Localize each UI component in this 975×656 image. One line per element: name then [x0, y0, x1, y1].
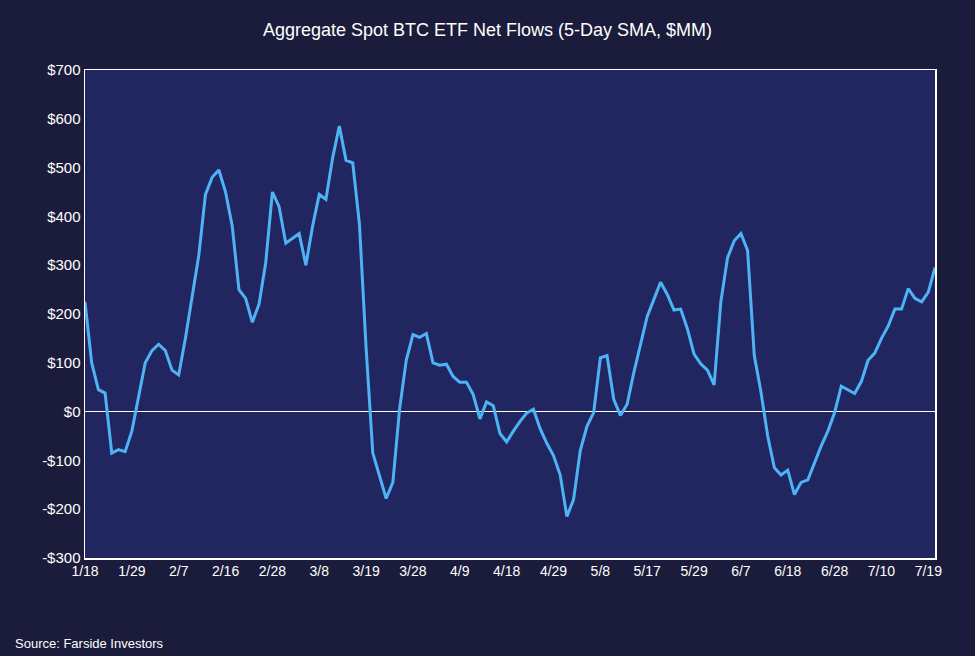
svg-text:6/28: 6/28: [821, 563, 848, 579]
svg-text:5/8: 5/8: [591, 563, 611, 579]
svg-text:$100: $100: [47, 354, 80, 371]
svg-text:$300: $300: [47, 256, 80, 273]
svg-text:-$100: -$100: [42, 452, 80, 469]
svg-text:-$300: -$300: [42, 549, 80, 566]
svg-text:$700: $700: [47, 61, 80, 78]
svg-text:6/18: 6/18: [774, 563, 801, 579]
svg-text:3/19: 3/19: [352, 563, 379, 579]
svg-text:3/8: 3/8: [310, 563, 330, 579]
svg-text:3/28: 3/28: [399, 563, 426, 579]
svg-text:5/17: 5/17: [634, 563, 661, 579]
svg-text:$400: $400: [47, 208, 80, 225]
svg-text:$600: $600: [47, 110, 80, 127]
svg-text:1/18: 1/18: [71, 563, 98, 579]
svg-text:5/29: 5/29: [680, 563, 707, 579]
svg-text:Source: Farside Investors: Source: Farside Investors: [15, 636, 164, 651]
svg-text:2/16: 2/16: [212, 563, 239, 579]
svg-text:2/7: 2/7: [169, 563, 189, 579]
svg-text:$0: $0: [64, 403, 81, 420]
svg-text:4/9: 4/9: [450, 563, 470, 579]
svg-text:$500: $500: [47, 159, 80, 176]
svg-text:4/29: 4/29: [540, 563, 567, 579]
svg-text:4/18: 4/18: [493, 563, 520, 579]
svg-text:$200: $200: [47, 305, 80, 322]
svg-text:7/10: 7/10: [868, 563, 895, 579]
svg-text:Aggregate Spot BTC ETF Net Flo: Aggregate Spot BTC ETF Net Flows (5-Day …: [263, 20, 712, 40]
svg-text:-$200: -$200: [42, 500, 80, 517]
svg-text:2/28: 2/28: [259, 563, 286, 579]
svg-text:1/29: 1/29: [118, 563, 145, 579]
svg-text:7/19: 7/19: [915, 563, 942, 579]
svg-text:6/7: 6/7: [731, 563, 751, 579]
